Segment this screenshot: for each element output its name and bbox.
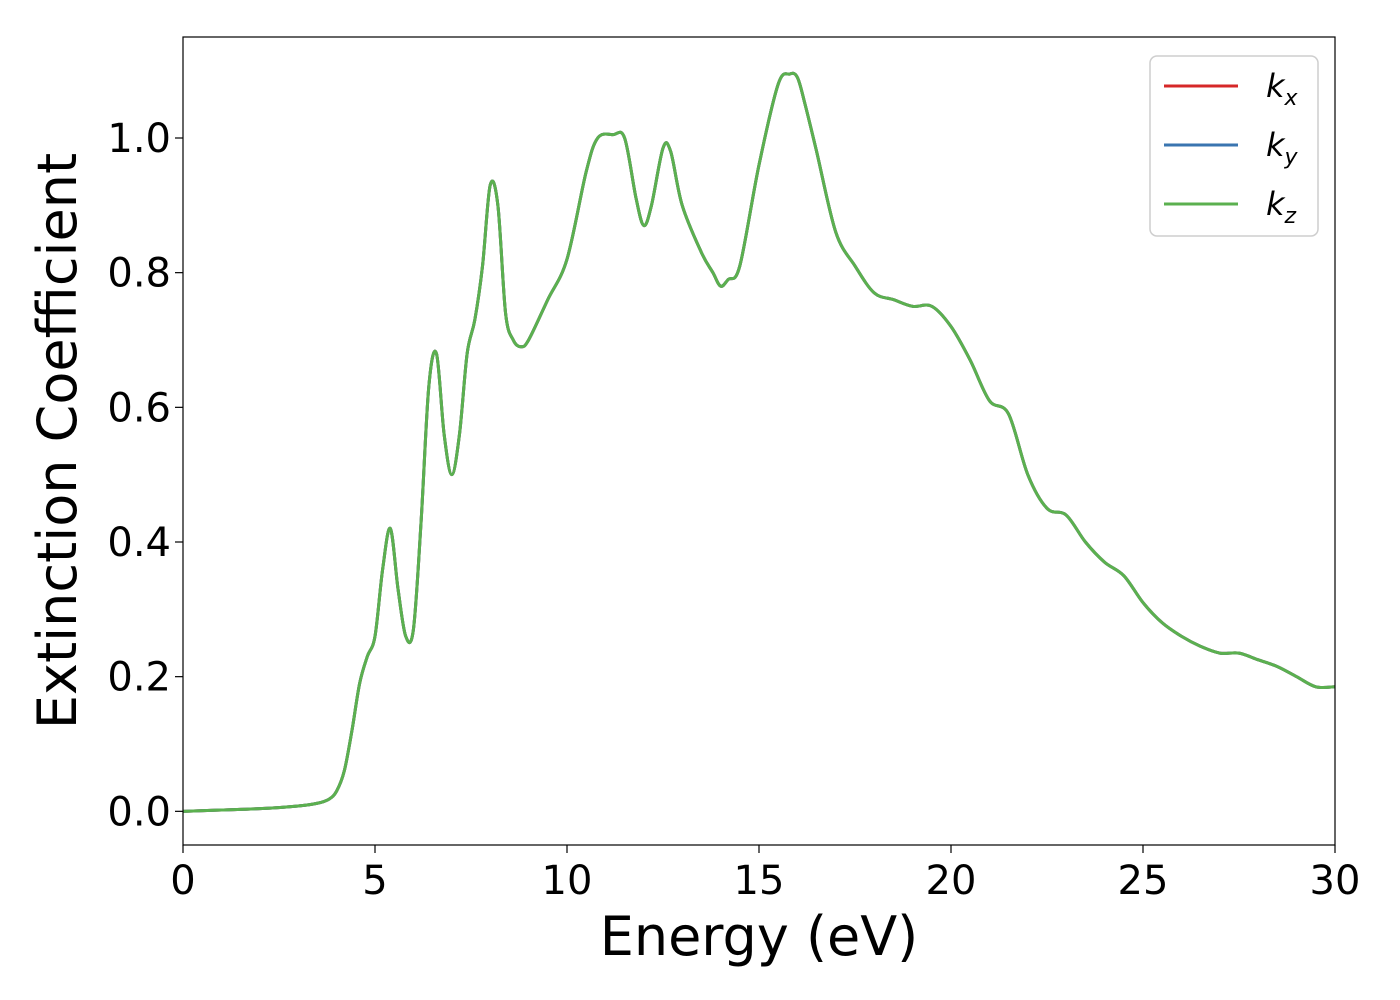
y-axis-title: Extinction Coefficient — [26, 153, 89, 729]
y-tick-label: 1.0 — [107, 116, 171, 162]
legend-label-sub: y — [1284, 145, 1299, 170]
legend-label-k-x: kx — [1266, 67, 1299, 111]
x-tick-label: 0 — [170, 858, 195, 904]
y-tick-label: 0.2 — [107, 655, 171, 701]
y-tick-label: 0.8 — [107, 251, 171, 297]
legend-label-k-y: ky — [1266, 126, 1299, 170]
y-tick-label: 0.6 — [107, 385, 171, 431]
x-axis-title: Energy (eV) — [600, 905, 919, 968]
x-tick-label: 15 — [734, 858, 785, 904]
x-axis-ticks: 0 5 10 15 20 25 30 — [170, 845, 1360, 904]
legend-label-k-z: kz — [1266, 185, 1297, 229]
x-tick-label: 20 — [926, 858, 977, 904]
x-tick-label: 5 — [362, 858, 387, 904]
legend-label-sub: x — [1284, 86, 1299, 111]
series-line-k-z — [182, 71, 1336, 813]
x-tick-label: 25 — [1118, 858, 1169, 904]
x-tick-label: 30 — [1310, 858, 1361, 904]
y-axis-ticks: 0.0 0.2 0.4 0.6 0.8 1.0 — [107, 116, 183, 835]
x-tick-label: 10 — [542, 858, 593, 904]
y-tick-label: 0.0 — [107, 789, 171, 835]
series-layer — [182, 71, 1336, 813]
legend-label-main: k — [1266, 126, 1286, 164]
legend-label-main: k — [1266, 67, 1286, 105]
legend-label-main: k — [1266, 185, 1286, 223]
y-tick-label: 0.4 — [107, 520, 171, 566]
legend-label-sub: z — [1284, 204, 1297, 229]
